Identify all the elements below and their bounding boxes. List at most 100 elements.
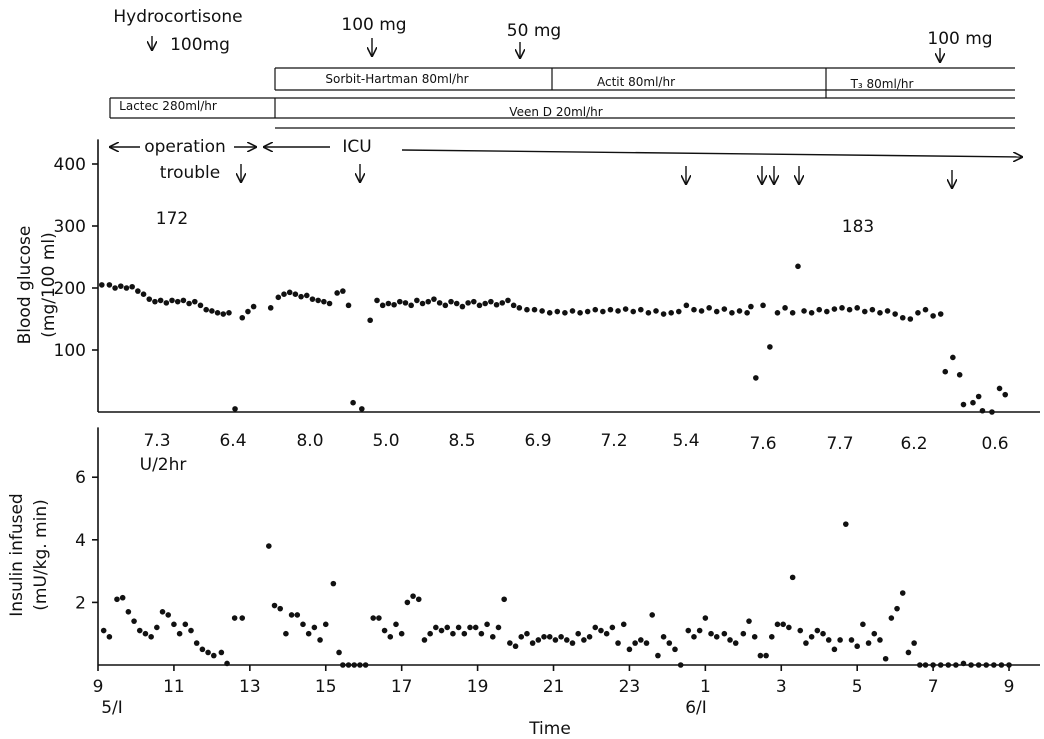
data-point (345, 302, 352, 309)
x-tick-label: 3 (776, 677, 787, 697)
data-point (760, 302, 766, 309)
data-point (691, 634, 697, 640)
data-point (478, 630, 485, 637)
data-point (286, 289, 293, 296)
data-point (123, 285, 130, 291)
data-point (816, 306, 823, 313)
data-point (780, 621, 786, 628)
data-point (518, 634, 525, 640)
data-point (245, 308, 251, 315)
x-tick-label: 11 (163, 677, 185, 697)
data-point (154, 624, 160, 631)
data-point (529, 640, 536, 646)
dose-label: 100mg (170, 35, 230, 55)
data-point (433, 624, 439, 631)
data-point (197, 302, 204, 309)
data-point (336, 649, 342, 656)
data-point (953, 662, 959, 668)
phase-label: trouble (160, 163, 220, 183)
x-tick-label: 15 (315, 677, 337, 697)
data-point (396, 298, 403, 305)
data-point (831, 306, 838, 312)
data-point (996, 385, 1003, 392)
data-point (911, 640, 917, 646)
data-point (666, 640, 673, 646)
data-point (455, 624, 462, 631)
data-point (171, 621, 177, 628)
data-point (232, 406, 238, 412)
data-point (159, 608, 166, 615)
data-point (649, 612, 656, 618)
infusion-bar (274, 67, 1015, 98)
data-point (309, 296, 316, 302)
data-point (740, 630, 747, 637)
data-point (298, 293, 304, 300)
data-point (848, 637, 855, 643)
data-point (970, 399, 976, 406)
date-label: 6/I (685, 698, 707, 718)
annotation: 172 (156, 209, 188, 229)
data-point (839, 305, 845, 311)
data-point (438, 627, 445, 634)
annotation: 183 (842, 217, 874, 237)
data-point (660, 634, 667, 640)
data-point (322, 621, 329, 628)
data-point (402, 300, 409, 306)
data-point (603, 630, 610, 637)
data-point (510, 302, 517, 309)
data-point (899, 590, 906, 596)
data-point (146, 296, 153, 302)
data-point (546, 634, 553, 640)
x-tick-label: 13 (239, 677, 261, 697)
data-point (283, 630, 289, 637)
data-point (789, 574, 796, 581)
data-point (956, 372, 963, 378)
data-point (632, 640, 638, 646)
data-point (125, 608, 132, 615)
data-point (205, 649, 211, 656)
infusion-label: Veen D 20ml/hr (509, 105, 602, 119)
data-point (431, 296, 437, 302)
data-point (224, 660, 230, 667)
data-point (493, 301, 500, 308)
data-point (357, 662, 363, 668)
x-tick-label: 9 (93, 677, 104, 697)
infusion-label: Actit 80ml/hr (597, 75, 675, 89)
annotation: 7.3 (143, 431, 170, 451)
data-point (135, 288, 141, 294)
y-axis-label: Blood glucose (15, 226, 35, 345)
data-point (698, 308, 705, 314)
data-point (713, 308, 720, 315)
data-point (169, 297, 175, 304)
data-point (546, 310, 553, 316)
data-point (387, 634, 394, 640)
data-point (744, 310, 750, 316)
data-point (209, 308, 215, 314)
dose-label: 100 mg (927, 29, 992, 49)
data-point (871, 630, 878, 637)
data-point (998, 662, 1005, 668)
data-point (564, 637, 570, 643)
data-point (577, 310, 583, 316)
annotation: 7.6 (749, 434, 776, 454)
annotation: 8.0 (296, 431, 323, 451)
data-point (732, 640, 739, 646)
data-point (531, 306, 538, 313)
data-point (303, 292, 310, 299)
data-point (467, 624, 473, 631)
data-point (370, 615, 377, 621)
data-point (148, 634, 154, 640)
data-point (861, 308, 868, 315)
data-point (106, 634, 113, 640)
data-point (488, 298, 494, 305)
data-point (653, 308, 659, 314)
data-point (915, 310, 921, 316)
data-point (797, 627, 804, 634)
data-point (461, 630, 468, 637)
dose-label: 50 mg (507, 21, 561, 41)
data-point (638, 637, 644, 643)
data-point (367, 317, 373, 324)
data-point (907, 316, 914, 322)
data-point (736, 308, 743, 314)
